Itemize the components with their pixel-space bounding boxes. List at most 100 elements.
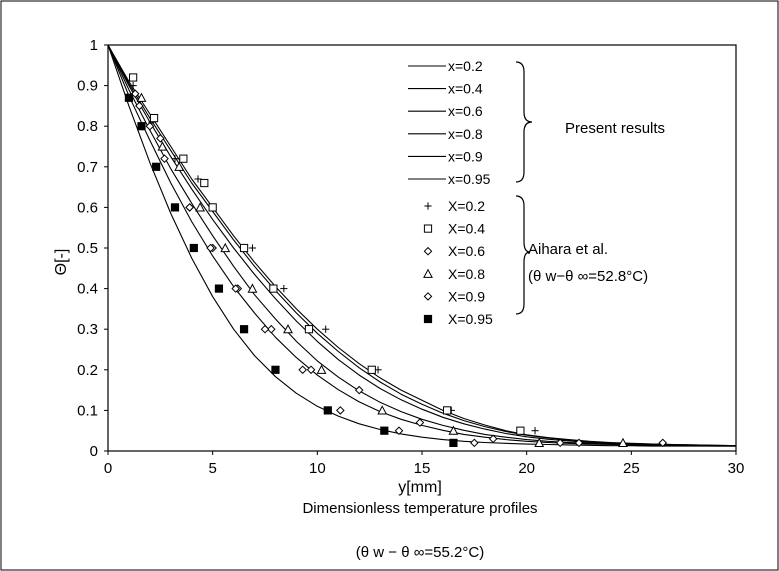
marker-X=0.4 [129,73,138,82]
curve-x=0.9 [107,44,736,447]
legend-marker-label: X=0.95 [448,311,493,327]
marker-X=0.8 [195,202,206,212]
marker-X=0.9 [260,324,270,334]
brace-label-aihara-condition: (θ w−θ ∞=52.8°C) [528,268,648,285]
x-tick-label: 10 [309,460,326,477]
legend-markers: X=0.2 X=0.4 X=0.6 X=0.8 X=0.9 X=0.95 [423,198,493,327]
legend-line-label: x=0.2 [448,58,483,74]
marker-X=0.95 [271,365,280,374]
marker-X=0.4 [239,243,249,253]
chart-title: Dimensionless temperature profiles [302,500,537,517]
experimental-markers [124,73,668,448]
legend-marker-symbol [423,268,433,278]
marker-X=0.4 [367,365,376,374]
marker-X=0.9 [185,203,194,212]
x-tick-label: 5 [208,460,216,477]
marker-X=0.95 [189,243,198,253]
marker-X=0.9 [394,426,404,436]
marker-X=0.6 [574,438,584,448]
marker-X=0.95 [152,162,161,171]
y-tick-label: 0.3 [77,321,98,338]
legend-marker-label: X=0.8 [448,266,485,282]
marker-X=0.2 [280,285,288,293]
legend-marker-label: X=0.6 [448,243,485,259]
marker-X=0.9 [658,438,668,448]
x-tick-label: 15 [414,460,431,477]
legend-marker-symbol [424,202,432,210]
marker-X=0.6 [156,134,165,143]
marker-X=0.6 [415,418,425,427]
marker-X=0.95 [449,438,458,447]
marker-X=0.8 [220,242,231,253]
chart-subtitle: (θ w − θ ∞=55.2°C) [356,544,484,561]
y-tick-label: 0.2 [77,362,98,379]
y-tick-label: 0.4 [77,281,98,298]
brace-label-aihara: Aihara et al. [528,241,608,258]
legend-marker-symbol [423,224,433,233]
brace-present-results [515,61,533,183]
brace-aihara [515,195,531,315]
y-tick-label: 1 [90,37,98,54]
marker-X=0.8 [316,364,327,374]
marker-X=0.95 [323,406,332,415]
marker-X=0.9 [206,243,215,253]
x-tick-label: 20 [518,460,535,477]
marker-X=0.8 [534,437,545,447]
y-tick-label: 0.1 [77,402,98,419]
marker-X=0.95 [214,284,224,293]
marker-X=0.2 [171,155,179,163]
marker-X=0.6 [145,121,155,131]
marker-X=0.9 [555,438,565,448]
marker-X=0.9 [336,406,345,415]
marker-X=0.6 [306,365,316,375]
x-tick-label: 25 [623,460,640,477]
marker-X=0.8 [174,161,185,171]
legend-marker-symbol [423,314,433,324]
legend-lines: x=0.2 x=0.4 x=0.6 x=0.8 x=0.9 x=0.95 [408,58,491,187]
marker-X=0.8 [618,437,628,447]
x-tick-label: 0 [104,460,112,477]
legend-line-label: x=0.4 [448,81,483,97]
marker-X=0.4 [179,154,188,163]
marker-X=0.2 [248,244,257,252]
y-tick-label: 0.9 [77,78,98,95]
marker-X=0.4 [443,406,452,415]
curve-x=0.95 [107,44,736,447]
x-tick-label: 30 [728,460,745,477]
legend-marker-label: X=0.2 [448,198,485,214]
marker-X=0.4 [516,426,525,435]
legend-line-label: x=0.95 [448,171,491,187]
y-tick-label: 0.5 [77,240,98,257]
legend-marker-label: X=0.4 [448,221,485,237]
marker-X=0.9 [135,101,144,111]
marker-X=0.6 [130,89,140,99]
y-tick-label: 0.6 [77,199,98,216]
marker-X=0.8 [157,141,168,151]
legend-line-label: x=0.9 [448,148,483,164]
y-tick-label: 0 [90,443,98,460]
y-tick-label: 0.7 [77,159,98,176]
marker-X=0.8 [136,92,147,102]
marker-X=0.2 [322,325,330,333]
x-axis-ticks: 0 5 10 15 20 25 30 [104,451,745,477]
marker-X=0.8 [377,405,388,415]
marker-X=0.4 [200,178,209,188]
marker-X=0.95 [239,325,249,334]
legend-marker-label: X=0.9 [448,288,485,304]
marker-X=0.95 [380,426,389,435]
marker-X=0.9 [231,284,241,293]
legend-marker-symbol [423,292,433,301]
marker-X=0.8 [448,425,459,435]
marker-X=0.6 [488,434,498,444]
marker-X=0.6 [354,385,364,395]
marker-X=0.4 [269,284,278,293]
marker-X=0.6 [266,324,276,334]
legend-line-label: x=0.6 [448,103,483,119]
legend-marker-symbol [423,246,433,256]
marker-X=0.9 [160,154,169,163]
marker-X=0.2 [129,82,137,90]
marker-X=0.2 [531,427,539,435]
y-axis-label: Θ[-] [53,249,70,276]
